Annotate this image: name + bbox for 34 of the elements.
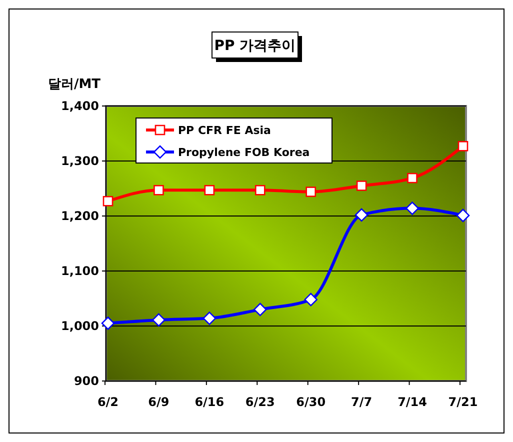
point (354, 208, 368, 222)
y-tick-label: 900 (74, 374, 99, 388)
point (202, 312, 216, 325)
point (406, 202, 419, 215)
x-tick-label: 6/30 (296, 395, 326, 409)
point (154, 185, 164, 196)
legend-label: Propylene FOB Korea (178, 146, 310, 159)
point (456, 208, 470, 222)
point (102, 196, 114, 206)
point (253, 302, 267, 316)
y-tick-label: 1,200 (61, 209, 99, 224)
y-tick-label: 1,000 (61, 319, 99, 334)
y-tick-label: 1,300 (61, 154, 99, 168)
point (356, 180, 367, 191)
chart-title: PP 가격추이 (214, 38, 296, 54)
x-tick-label: 7/14 (398, 395, 428, 409)
x-tick-label: 7/21 (448, 395, 478, 409)
legend-label: PP CFR FE Asia (178, 124, 271, 137)
point (304, 292, 318, 306)
point (306, 186, 316, 197)
x-tick-label: 7/7 (351, 395, 372, 409)
x-tick-label: 6/23 (245, 395, 275, 409)
y-tick-label: 1,100 (61, 264, 99, 278)
point (254, 185, 266, 196)
point (101, 316, 115, 330)
y-axis-title: 달러/MT (48, 77, 101, 92)
y-tick-label: 1,400 (61, 99, 99, 114)
x-tick-label: 6/16 (194, 395, 224, 409)
point (204, 185, 215, 196)
x-tick-label: 6/2 (97, 395, 119, 409)
x-tick-label: 6/9 (148, 395, 170, 409)
point (458, 141, 468, 152)
point (152, 313, 166, 327)
point (407, 172, 418, 184)
